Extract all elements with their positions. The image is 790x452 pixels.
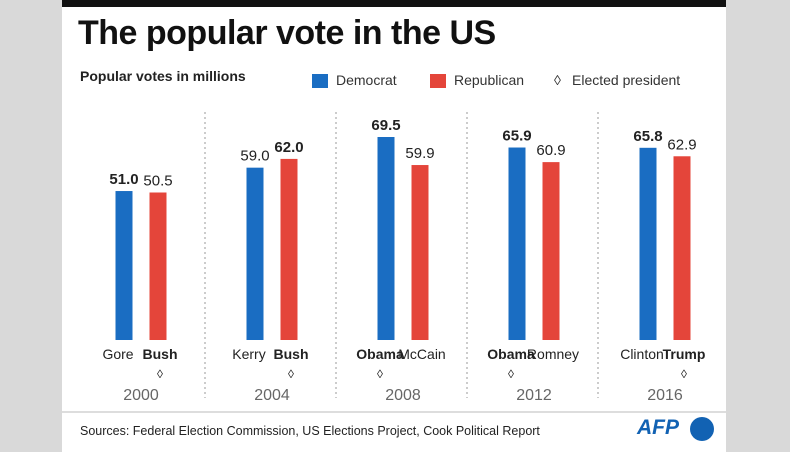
candidate-name-rep-2012: Romney <box>527 346 579 362</box>
vote-label-rep-2004: 62.0 <box>274 139 303 156</box>
republican-bar-2000 <box>149 192 167 340</box>
bar-chart: 51.0Gore50.5Bush◊200059.0Kerry62.0Bush◊2… <box>62 112 726 413</box>
year-label-2012: 2012 <box>516 387 552 404</box>
republican-bar-2016 <box>673 156 691 340</box>
republican-bar-2008 <box>411 165 429 340</box>
vote-label-rep-2016: 62.9 <box>667 136 696 153</box>
candidate-name-dem-2008: Obama <box>356 346 404 362</box>
afp-logo-text: AFP <box>637 416 679 439</box>
candidate-name-dem-2012: Obama <box>487 346 535 362</box>
candidate-name-dem-2000: Gore <box>102 346 133 362</box>
democrat-bar-2000 <box>115 191 133 340</box>
candidate-name-rep-2004: Bush <box>274 346 309 362</box>
top-rule <box>62 0 726 7</box>
year-label-2004: 2004 <box>254 387 290 404</box>
vote-label-dem-2000: 51.0 <box>109 171 138 188</box>
legend-elected-label: Elected president <box>572 72 681 88</box>
legend-republican-swatch <box>430 74 446 88</box>
source-note: Sources: Federal Election Commission, US… <box>80 424 540 438</box>
vote-label-rep-2012: 60.9 <box>536 142 565 159</box>
candidate-name-dem-2016: Clinton <box>620 346 664 362</box>
vote-label-dem-2016: 65.8 <box>633 128 662 145</box>
republican-bar-2004 <box>280 158 298 340</box>
legend-democrat-label: Democrat <box>336 72 397 88</box>
elected-marker-2008: ◊ <box>377 367 383 381</box>
elected-marker-2000: ◊ <box>157 367 163 381</box>
year-label-2000: 2000 <box>123 387 159 404</box>
democrat-bar-2004 <box>246 167 264 340</box>
candidate-name-dem-2004: Kerry <box>232 346 265 362</box>
vote-label-dem-2004: 59.0 <box>240 148 269 165</box>
vote-label-rep-2000: 50.5 <box>143 172 172 189</box>
legend-elected-marker: ◊ <box>554 72 561 88</box>
chart-subtitle: Popular votes in millions <box>80 68 246 84</box>
legend-republican-label: Republican <box>454 72 525 88</box>
elected-marker-2016: ◊ <box>681 367 687 381</box>
vote-label-dem-2012: 65.9 <box>502 128 531 145</box>
elected-marker-2012: ◊ <box>508 367 514 381</box>
year-label-2016: 2016 <box>647 387 683 404</box>
chart-title: The popular vote in the US <box>78 14 496 52</box>
legend-democrat-swatch <box>312 74 328 88</box>
infographic-card: The popular vote in the US Popular votes… <box>62 0 726 452</box>
candidate-name-rep-2016: Trump <box>663 346 706 362</box>
republican-bar-2012 <box>542 162 560 340</box>
vote-label-rep-2008: 59.9 <box>405 145 434 162</box>
candidate-name-rep-2000: Bush <box>143 346 178 362</box>
democrat-bar-2008 <box>377 137 395 340</box>
vote-label-dem-2008: 69.5 <box>371 117 400 134</box>
democrat-bar-2012 <box>508 147 526 340</box>
year-label-2008: 2008 <box>385 387 421 404</box>
democrat-bar-2016 <box>639 147 657 340</box>
elected-marker-2004: ◊ <box>288 367 294 381</box>
candidate-name-rep-2008: McCain <box>398 346 445 362</box>
afp-logo-circle <box>690 417 714 441</box>
